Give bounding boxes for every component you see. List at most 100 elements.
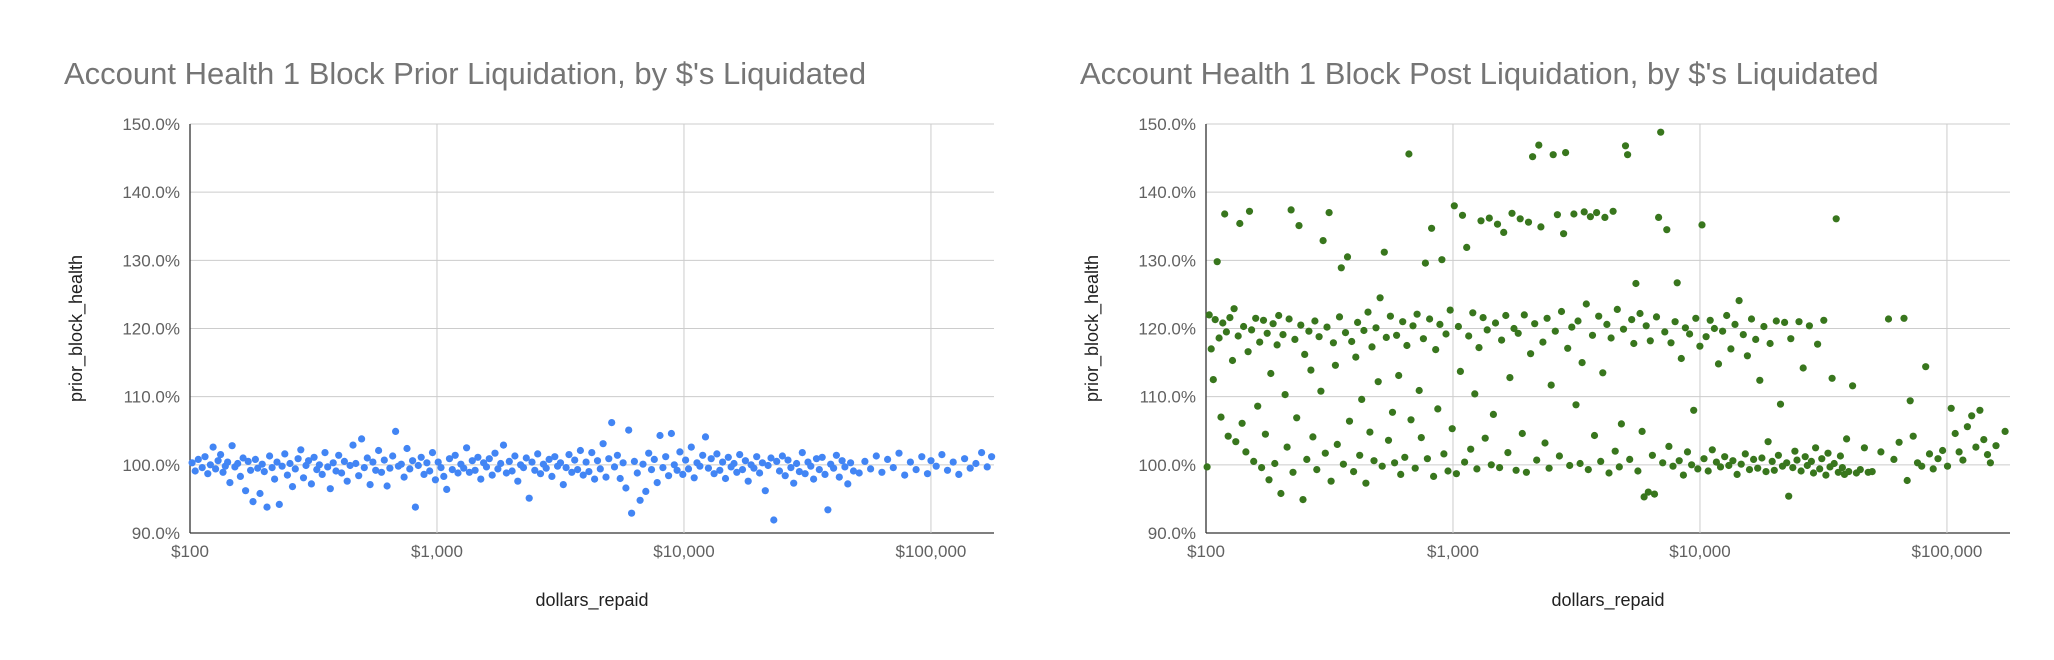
data-point <box>983 463 991 471</box>
data-point <box>1393 331 1401 339</box>
data-point <box>978 449 986 457</box>
data-point <box>1430 472 1438 480</box>
data-point <box>616 474 624 483</box>
data-point <box>1399 318 1407 326</box>
data-point <box>1992 442 2000 450</box>
data-point <box>787 464 795 472</box>
data-point <box>1665 442 1673 450</box>
data-point <box>497 459 505 468</box>
data-point <box>1574 317 1582 325</box>
data-point <box>949 458 957 466</box>
data-point <box>1566 461 1574 470</box>
data-point <box>299 474 308 482</box>
data-point <box>281 450 289 458</box>
data-point <box>824 506 832 514</box>
chart-post-liquidation: Account Health 1 Block Post Liquidation,… <box>1016 0 2043 660</box>
data-point <box>1644 488 1652 496</box>
data-point <box>1752 335 1760 343</box>
data-point <box>268 464 276 472</box>
data-point <box>630 457 639 465</box>
x-tick-label: $100 <box>171 542 209 561</box>
data-point <box>906 458 915 466</box>
data-point <box>525 494 533 502</box>
data-point <box>329 459 337 467</box>
data-point <box>360 464 368 472</box>
y-tick-label: 100.0% <box>122 456 180 475</box>
data-point <box>1366 428 1374 436</box>
data-point <box>1832 215 1840 223</box>
data-point <box>236 472 244 480</box>
data-point <box>622 484 630 492</box>
data-point <box>332 467 340 475</box>
data-point <box>576 446 585 455</box>
data-point <box>397 460 405 468</box>
data-point <box>437 464 445 472</box>
data-point <box>972 459 980 468</box>
data-point <box>596 465 604 473</box>
data-point <box>1805 322 1813 330</box>
data-point <box>1834 468 1842 476</box>
data-point <box>1551 327 1559 335</box>
data-point <box>212 465 220 473</box>
data-point <box>271 475 279 483</box>
data-point <box>1856 466 1864 474</box>
data-point <box>214 457 222 465</box>
data-point <box>599 440 607 448</box>
data-point <box>1479 314 1487 322</box>
data-point <box>764 461 772 470</box>
data-point <box>406 465 414 473</box>
data-point <box>1205 311 1213 319</box>
data-point <box>753 453 761 461</box>
data-point <box>741 457 750 465</box>
data-point <box>1335 313 1344 321</box>
data-point <box>923 470 932 478</box>
data-point <box>1345 417 1354 425</box>
data-point <box>1545 464 1553 472</box>
data-point <box>1739 331 1747 339</box>
data-point <box>335 451 343 459</box>
data-point <box>242 487 250 495</box>
data-point <box>602 473 610 481</box>
data-point <box>1661 328 1669 336</box>
data-point <box>605 455 613 463</box>
data-point <box>1603 320 1611 328</box>
x-tick-label: $1,000 <box>411 542 463 561</box>
data-point <box>1539 338 1547 346</box>
data-point <box>1491 319 1500 327</box>
data-point <box>411 503 419 511</box>
data-point <box>662 453 670 461</box>
data-point <box>855 469 863 477</box>
data-point <box>1799 364 1807 372</box>
data-point <box>409 457 417 465</box>
data-point <box>283 471 291 479</box>
data-point <box>1426 315 1434 323</box>
data-point <box>793 459 801 468</box>
data-point <box>1508 209 1516 217</box>
data-point <box>1733 470 1741 478</box>
data-point <box>773 457 781 465</box>
data-point <box>943 466 952 474</box>
data-point <box>324 463 332 471</box>
data-point <box>1918 462 1926 470</box>
data-point <box>1983 451 1992 459</box>
data-point <box>1860 444 1868 452</box>
data-point <box>1240 322 1248 331</box>
data-point <box>1677 354 1685 363</box>
data-point <box>650 455 658 463</box>
data-point <box>522 454 530 462</box>
data-point <box>1368 343 1376 351</box>
data-point <box>1473 465 1481 473</box>
data-point <box>1407 416 1415 424</box>
data-point <box>1667 339 1675 347</box>
data-point <box>1263 329 1271 337</box>
data-point <box>767 454 775 462</box>
data-point <box>1723 311 1731 320</box>
data-point <box>1972 443 1980 451</box>
data-point <box>1254 402 1262 410</box>
data-point <box>1279 331 1287 339</box>
data-point <box>1469 309 1477 317</box>
data-point <box>736 451 744 459</box>
data-point <box>1646 337 1654 345</box>
data-point <box>1339 460 1347 468</box>
data-point <box>1533 456 1541 464</box>
